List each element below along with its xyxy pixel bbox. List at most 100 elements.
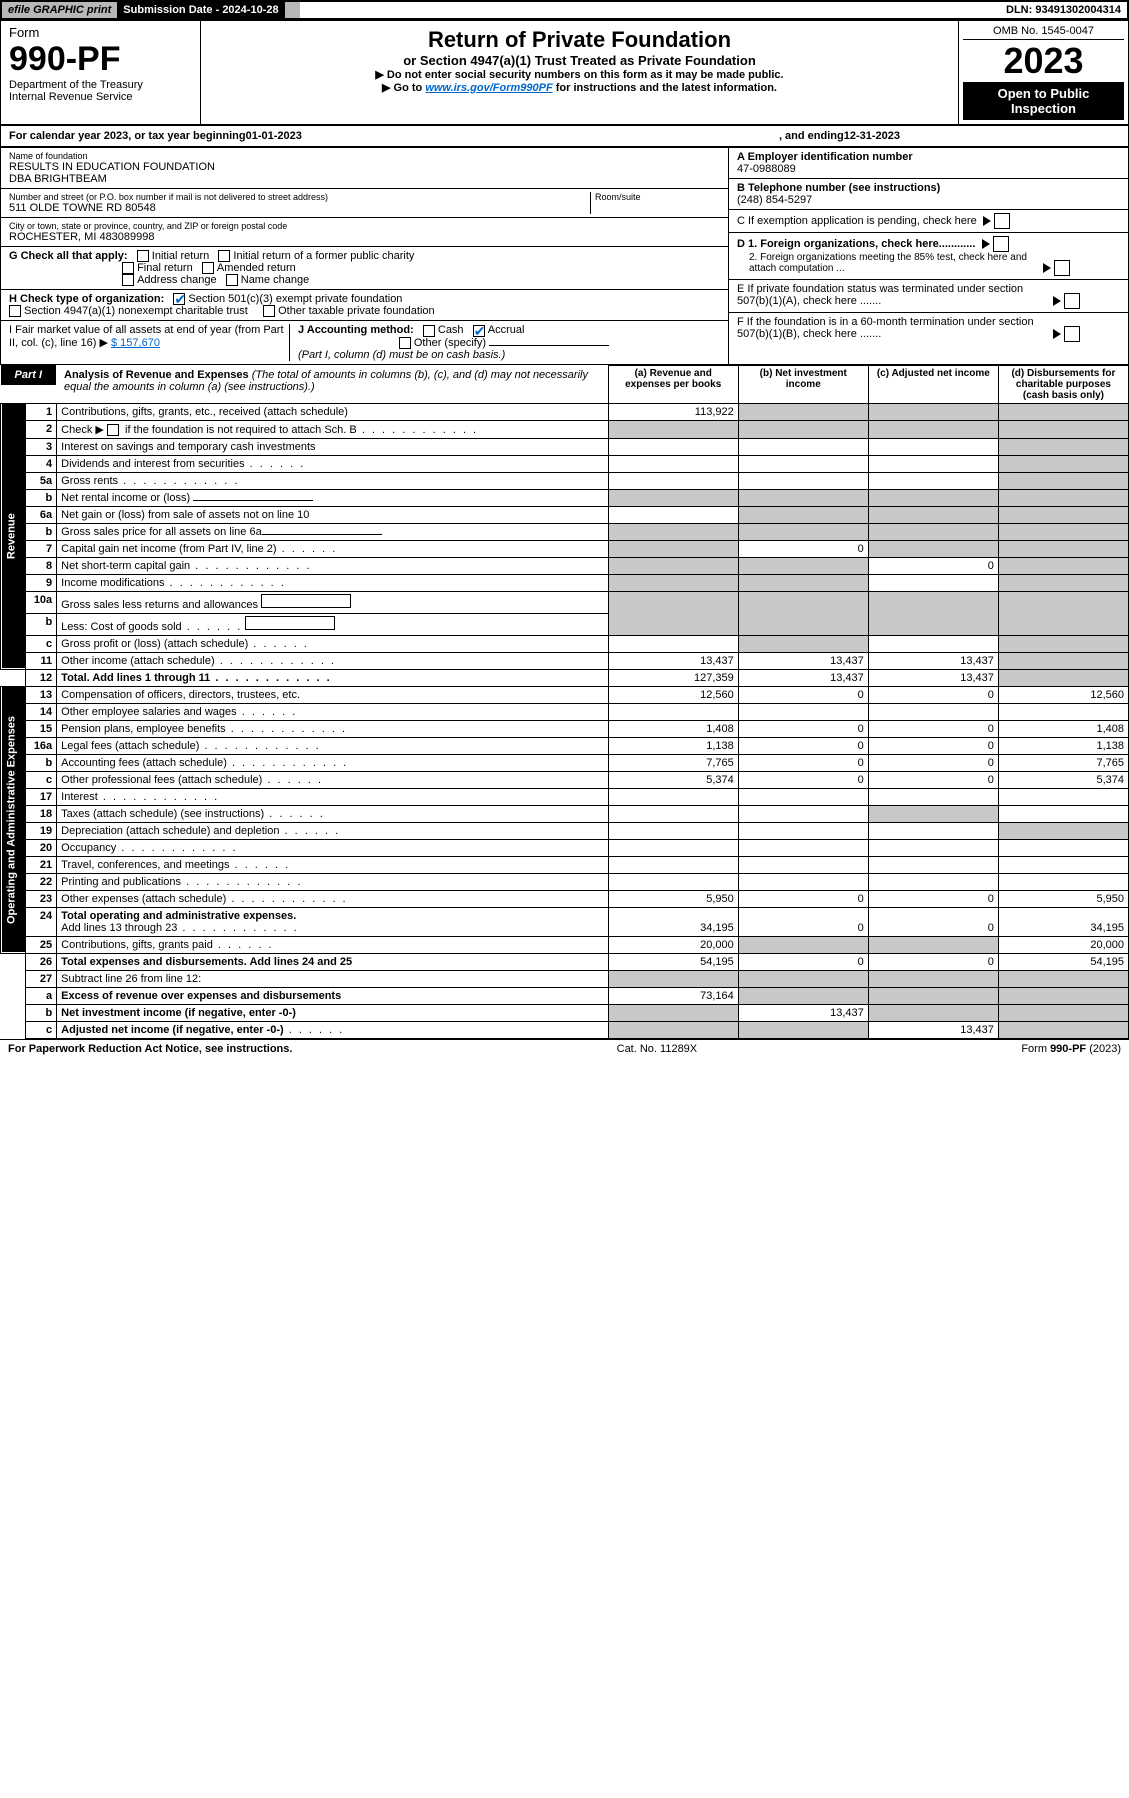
- val-b: [738, 591, 868, 635]
- instr2-pre: ▶ Go to: [382, 82, 425, 94]
- val-a: [608, 574, 738, 591]
- val-d: [998, 506, 1128, 523]
- line-desc: Net rental income or (loss): [57, 489, 609, 506]
- instr-2: ▶ Go to www.irs.gov/Form990PF for instru…: [207, 81, 952, 94]
- val-d: 5,950: [998, 890, 1128, 907]
- val-c: [868, 455, 998, 472]
- line-desc: Total expenses and disbursements. Add li…: [57, 953, 609, 970]
- name-change-checkbox[interactable]: [226, 274, 238, 286]
- val-c: [868, 936, 998, 953]
- val-a: 13,437: [608, 652, 738, 669]
- h-cell: H Check type of organization: Section 50…: [1, 290, 728, 321]
- c-label: C If exemption application is pending, c…: [737, 215, 977, 227]
- schb-checkbox[interactable]: [107, 424, 119, 436]
- val-d: 5,374: [998, 771, 1128, 788]
- val-b: [738, 438, 868, 455]
- val-a: 73,164: [608, 987, 738, 1004]
- tax-year: 2023: [963, 40, 1124, 82]
- val-d: [998, 873, 1128, 890]
- val-d: [998, 1021, 1128, 1038]
- footer-left: For Paperwork Reduction Act Notice, see …: [8, 1043, 292, 1055]
- g-cell: G Check all that apply: Initial return I…: [1, 247, 728, 290]
- val-d: [998, 523, 1128, 540]
- val-c: 13,437: [868, 1021, 998, 1038]
- cash-checkbox[interactable]: [423, 325, 435, 337]
- g-opt-0: Initial return: [152, 250, 209, 262]
- amended-checkbox[interactable]: [202, 262, 214, 274]
- form-subtitle: or Section 4947(a)(1) Trust Treated as P…: [207, 53, 952, 68]
- val-a: [608, 1021, 738, 1038]
- initial-former-checkbox[interactable]: [218, 250, 230, 262]
- val-b: [738, 506, 868, 523]
- val-d: [998, 987, 1128, 1004]
- line-no: b: [25, 523, 56, 540]
- val-a: 12,560: [608, 686, 738, 703]
- irs-link[interactable]: www.irs.gov/Form990PF: [425, 82, 552, 94]
- a-label: A Employer identification number: [737, 151, 913, 163]
- val-c: [868, 489, 998, 506]
- line-no: 7: [25, 540, 56, 557]
- val-d: [998, 420, 1128, 438]
- line-no: 9: [25, 574, 56, 591]
- header-right: OMB No. 1545-0047 2023 Open to Public In…: [958, 21, 1128, 124]
- val-b: [738, 420, 868, 438]
- line-desc: Gross sales less returns and allowances: [57, 591, 609, 613]
- b-label: B Telephone number (see instructions): [737, 182, 940, 194]
- footer-mid: Cat. No. 11289X: [617, 1043, 698, 1055]
- line-desc: Less: Cost of goods sold: [57, 613, 609, 635]
- val-d: 1,408: [998, 720, 1128, 737]
- cal-mid: , and ending: [779, 130, 844, 142]
- line-desc: Dividends and interest from securities: [57, 455, 609, 472]
- val-a: [608, 523, 738, 540]
- arrow-icon: [1043, 263, 1051, 273]
- i-value[interactable]: $ 157,670: [111, 337, 160, 349]
- val-c: [868, 591, 998, 635]
- other-method-checkbox[interactable]: [399, 337, 411, 349]
- arrow-icon: [982, 239, 990, 249]
- val-b: [738, 822, 868, 839]
- d2-checkbox[interactable]: [1054, 260, 1070, 276]
- f-checkbox[interactable]: [1064, 326, 1080, 342]
- val-b: [738, 839, 868, 856]
- g-opt-4: Address change: [137, 274, 217, 286]
- val-b: [738, 635, 868, 652]
- h-opt-2: Other taxable private foundation: [278, 305, 435, 317]
- d1-checkbox[interactable]: [993, 236, 1009, 252]
- val-a: 5,374: [608, 771, 738, 788]
- val-d: 54,195: [998, 953, 1128, 970]
- address-change-checkbox[interactable]: [122, 274, 134, 286]
- line-no: 19: [25, 822, 56, 839]
- line-desc: Total operating and administrative expen…: [57, 907, 609, 936]
- other-taxable-checkbox[interactable]: [263, 305, 275, 317]
- line-no: b: [25, 489, 56, 506]
- line-desc: Other employee salaries and wages: [57, 703, 609, 720]
- val-c: 0: [868, 737, 998, 754]
- j-label: J Accounting method:: [298, 324, 414, 336]
- accrual-checkbox[interactable]: [473, 325, 485, 337]
- part1-table: Part I Analysis of Revenue and Expenses …: [0, 365, 1129, 1039]
- line-desc: Net investment income (if negative, ente…: [57, 1004, 609, 1021]
- val-c: 0: [868, 557, 998, 574]
- f-label: F If the foundation is in a 60-month ter…: [737, 316, 1047, 340]
- val-c: 0: [868, 953, 998, 970]
- e-checkbox[interactable]: [1064, 293, 1080, 309]
- expenses-side: Operating and Administrative Expenses: [1, 686, 26, 953]
- line-desc: Contributions, gifts, grants paid: [57, 936, 609, 953]
- val-c: [868, 788, 998, 805]
- ij-cell: I Fair market value of all assets at end…: [1, 321, 728, 363]
- col-b-header: (b) Net investment income: [738, 365, 868, 403]
- 4947a1-checkbox[interactable]: [9, 305, 21, 317]
- val-a: [608, 420, 738, 438]
- cal-end: 12-31-2023: [844, 130, 900, 142]
- info-right: A Employer identification number 47-0988…: [728, 148, 1128, 364]
- 501c3-checkbox[interactable]: [173, 293, 185, 305]
- d-cell: D 1. Foreign organizations, check here..…: [729, 233, 1128, 280]
- c-checkbox[interactable]: [994, 213, 1010, 229]
- g-opt-5: Name change: [241, 274, 310, 286]
- line-no: 6a: [25, 506, 56, 523]
- val-a: [608, 635, 738, 652]
- final-return-checkbox[interactable]: [122, 262, 134, 274]
- h-opt-0: Section 501(c)(3) exempt private foundat…: [188, 293, 402, 305]
- initial-return-checkbox[interactable]: [137, 250, 149, 262]
- val-b: 0: [738, 771, 868, 788]
